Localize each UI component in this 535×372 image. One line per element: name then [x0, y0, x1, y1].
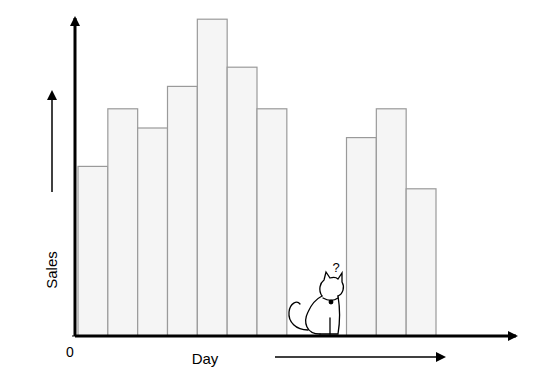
annotation: ? [332, 260, 339, 275]
bar [78, 166, 108, 336]
y-label-arrow [51, 92, 53, 192]
bar [257, 109, 287, 336]
bar [108, 109, 138, 336]
y-axis [74, 18, 77, 336]
x-label-arrow [275, 356, 444, 358]
cat-tail [289, 302, 308, 330]
bar [197, 19, 227, 336]
x-axis-label: Day [192, 350, 219, 367]
cat-back [306, 296, 322, 334]
bar [406, 189, 436, 336]
cat-tag [329, 300, 333, 304]
cat-head [320, 272, 344, 296]
cat-chest [320, 296, 340, 334]
bars [78, 19, 436, 336]
bar [138, 128, 168, 336]
bar [227, 67, 257, 336]
chart: 0 Sales Day? [0, 0, 535, 372]
bar [168, 86, 198, 336]
y-tick [72, 336, 75, 337]
x-axis [75, 335, 516, 338]
bar [347, 138, 377, 336]
bar [376, 109, 406, 336]
cat-icon [289, 272, 343, 334]
y-tick-label: 0 [66, 344, 74, 360]
y-axis-label: Sales [43, 251, 60, 289]
cat-leg [329, 318, 330, 334]
